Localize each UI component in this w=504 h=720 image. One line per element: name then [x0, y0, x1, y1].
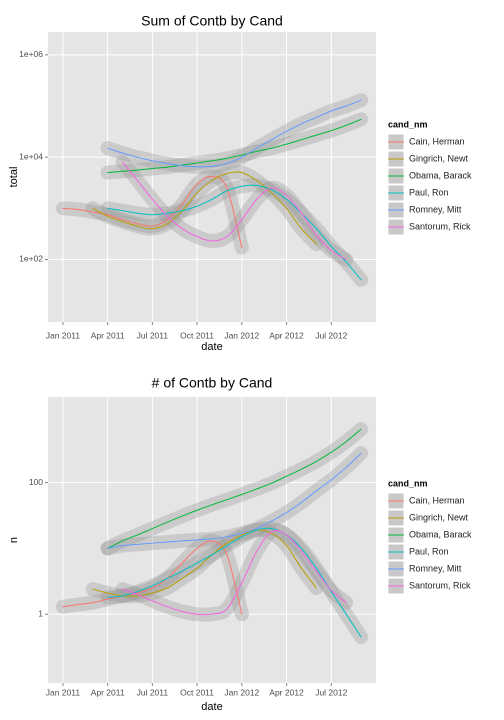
series-line — [107, 99, 362, 168]
legend-label: Cain, Herman — [409, 495, 465, 505]
chart-title: # of Contb by Cand — [152, 375, 273, 391]
chart-title: Sum of Contb by Cand — [141, 13, 283, 29]
legend-label: Paul, Ron — [409, 546, 449, 556]
y-tick-label: 1e+04 — [19, 151, 43, 161]
x-axis-label: date — [201, 701, 222, 713]
series-line — [122, 161, 347, 260]
series-line — [107, 184, 362, 281]
series-line — [92, 171, 317, 245]
legend-title: cand_nm — [388, 119, 428, 129]
x-tick-label: Jul 2012 — [315, 330, 347, 340]
x-tick-label: Oct 2011 — [180, 687, 214, 697]
x-tick-label: Oct 2011 — [180, 330, 214, 340]
x-tick-label: Apr 2011 — [91, 330, 125, 340]
x-tick-label: Apr 2012 — [269, 330, 304, 340]
x-axis-label: date — [201, 341, 222, 353]
plot-background — [48, 32, 376, 322]
x-tick-label: Apr 2012 — [269, 687, 304, 697]
legend-label: Gingrich, Newt — [409, 153, 469, 163]
legend-label: Paul, Ron — [409, 187, 449, 197]
legend-label: Obama, Barack — [409, 170, 472, 180]
y-tick-label: 1e+02 — [19, 254, 43, 264]
y-axis-label: n — [8, 537, 20, 543]
y-tick-label: 100 — [29, 477, 43, 487]
legend-label: Romney, Mitt — [409, 204, 462, 214]
x-tick-label: Apr 2011 — [91, 687, 125, 697]
x-tick-label: Jul 2011 — [137, 687, 169, 697]
series-line — [107, 527, 362, 638]
y-tick-label: 1e+06 — [19, 49, 43, 59]
legend-label: Obama, Barack — [409, 529, 472, 539]
x-tick-label: Jan 2011 — [46, 330, 81, 340]
series-line — [62, 175, 243, 249]
y-axis-label: total — [8, 167, 20, 188]
legend-label: Santorum, Rick — [409, 580, 471, 590]
series-line — [107, 118, 362, 174]
series-line — [62, 540, 243, 615]
legend-label: Romney, Mitt — [409, 563, 462, 573]
x-tick-label: Jul 2012 — [315, 687, 347, 697]
x-tick-label: Jul 2011 — [137, 330, 169, 340]
series-line — [122, 530, 347, 616]
x-tick-label: Jan 2012 — [224, 687, 259, 697]
legend-label: Gingrich, Newt — [409, 512, 469, 522]
legend-title: cand_nm — [388, 478, 428, 488]
legend-label: Santorum, Rick — [409, 221, 471, 231]
series-line — [92, 529, 317, 597]
y-tick-label: 1 — [38, 608, 43, 618]
x-tick-label: Jan 2012 — [224, 330, 259, 340]
series-line — [107, 428, 362, 549]
x-tick-label: Jan 2011 — [46, 687, 81, 697]
series-line — [107, 452, 362, 549]
legend-label: Cain, Herman — [409, 136, 465, 146]
plot-background — [48, 397, 376, 683]
